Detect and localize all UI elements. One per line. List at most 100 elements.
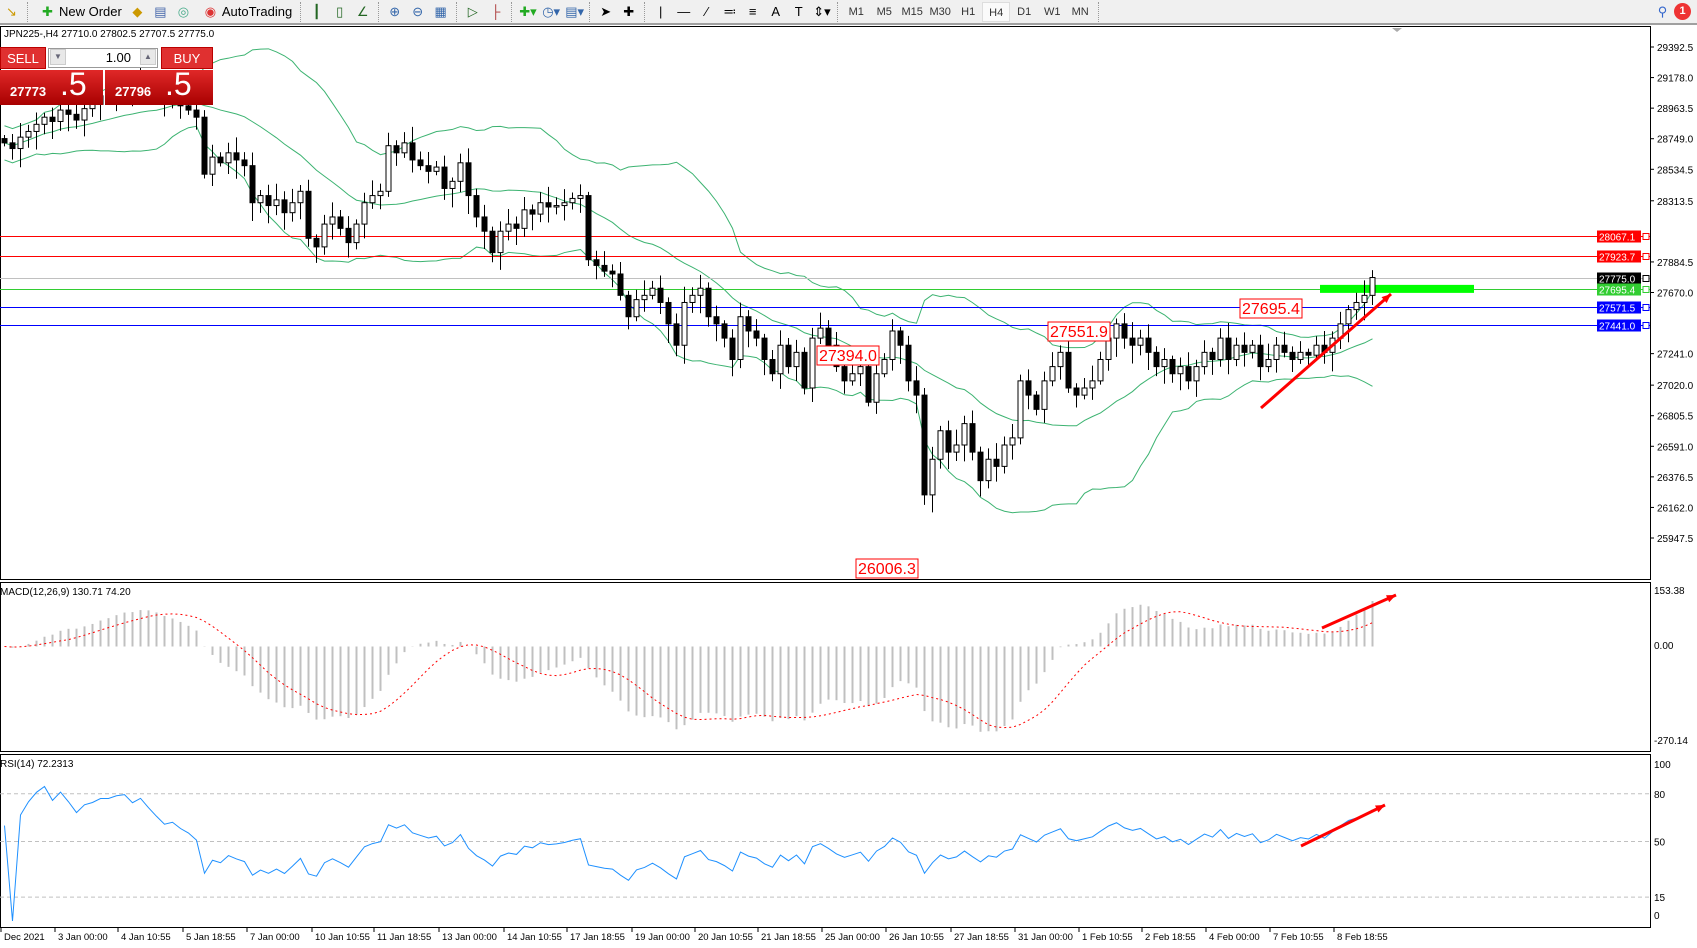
timeframe-h4[interactable]: H4 (982, 1, 1011, 22)
bearish-candle (1153, 351, 1160, 368)
bullish-candle (929, 458, 936, 496)
sell-price: 27773 (10, 84, 47, 99)
horizontal-line-icon[interactable]: — (677, 4, 691, 19)
bullish-candle (1089, 380, 1096, 389)
price-level-tag (1597, 319, 1641, 332)
buy-button[interactable]: BUY (161, 47, 213, 69)
price-tick-label: 27670.0 (1657, 289, 1694, 300)
bullish-candle (1273, 344, 1280, 360)
bullish-candle (809, 337, 816, 389)
bearish-candle (281, 199, 288, 214)
bullish-candle (385, 145, 392, 192)
bullish-candle (497, 230, 504, 254)
bullish-candle (89, 103, 96, 110)
tile-icon[interactable]: ▦ (434, 4, 447, 19)
price-level-tag (1597, 250, 1641, 263)
bullish-candle (577, 195, 584, 199)
bullish-candle (1001, 444, 1008, 467)
bearish-candle (529, 209, 536, 215)
bearish-candle (201, 116, 208, 175)
zoom-out-icon[interactable]: ⊖ (412, 4, 424, 19)
bearish-candle (481, 216, 488, 232)
macd-label: MACD(12,26,9) 130.71 74.20 (0, 587, 131, 598)
bearish-candle (665, 301, 672, 325)
fibonacci-icon[interactable]: ≡ (748, 4, 757, 19)
new-order-button[interactable]: ✚ New Order (32, 1, 126, 23)
cursor-icon[interactable]: ➤ (600, 4, 612, 19)
bearish-candle (1257, 344, 1264, 368)
periods-icon[interactable]: ◷▾ (542, 4, 561, 19)
bearish-candle (729, 337, 736, 360)
time-label: 31 Jan 00:00 (1018, 932, 1073, 943)
buy-price-box[interactable]: 27796 .5 (105, 66, 213, 105)
lot-increase-button[interactable]: ▲ (140, 49, 156, 65)
bearish-candle (1305, 351, 1312, 356)
expert-icon[interactable]: ◆ (132, 4, 143, 19)
search-icon[interactable]: ⚲ (1657, 4, 1668, 19)
signals-icon[interactable]: ◎ (177, 4, 190, 19)
menu-arrow-icon[interactable]: ↘ (6, 4, 17, 19)
timeframe-m1[interactable]: M1 (848, 5, 864, 18)
time-label: 11 Jan 18:55 (377, 932, 431, 943)
bullish-candle (1017, 380, 1024, 439)
timeframe-mn[interactable]: MN (1071, 5, 1089, 18)
bearish-candle (513, 223, 520, 229)
separator (27, 1, 28, 22)
templates-icon[interactable]: ▤▾ (565, 4, 585, 19)
line-chart-icon[interactable]: ∠ (356, 4, 369, 19)
bearish-candle (1209, 351, 1216, 360)
bearish-candle (465, 162, 472, 197)
notification-badge[interactable]: 1 (1674, 3, 1691, 20)
price-annotation: 26006.3 (858, 561, 916, 578)
timeframe-m30[interactable]: M30 (929, 5, 951, 18)
bullish-candle (697, 287, 704, 296)
bullish-candle (1081, 387, 1088, 396)
bullish-candle (1297, 351, 1304, 360)
lot-size-input[interactable]: 1.00 (48, 48, 158, 68)
timeframe-m15[interactable]: M15 (901, 5, 923, 18)
candlestick-icon[interactable]: ▯ (336, 4, 344, 19)
bullish-candle (953, 444, 960, 453)
bearish-candle (921, 394, 928, 496)
one-click-trading-panel: SELL 1.00 ▼ ▲ BUY 27773 .5 27796 .5 (0, 47, 213, 105)
autotrading-button[interactable]: ◉ AutoTrading (195, 1, 296, 23)
price-tick-label: 27884.5 (1657, 258, 1694, 269)
market-watch-icon[interactable]: ▤ (154, 4, 167, 19)
arrows-icon[interactable]: ⇕▾ (813, 4, 831, 19)
bearish-candle (841, 366, 848, 382)
level-handle (1642, 322, 1650, 329)
chart-shift-icon[interactable]: ├ (491, 4, 501, 19)
sell-button[interactable]: SELL (0, 47, 46, 69)
bullish-candle (1233, 344, 1240, 360)
bar-chart-icon[interactable]: ┃ (312, 4, 321, 19)
bullish-candle (33, 123, 40, 132)
timeframe-m5[interactable]: M5 (876, 5, 892, 18)
autoscroll-icon[interactable]: ▷ (467, 4, 478, 19)
text-label-icon[interactable]: T (794, 4, 803, 19)
sell-price-box[interactable]: 27773 .5 (0, 66, 103, 105)
vertical-line-icon[interactable]: | (659, 4, 663, 19)
lot-decrease-button[interactable]: ▼ (50, 49, 66, 65)
channel-icon[interactable]: ≕ (723, 4, 737, 19)
crosshair-icon[interactable]: ✚ (623, 4, 635, 19)
bearish-candle (625, 294, 632, 318)
price-annotation: 27394.0 (819, 348, 877, 365)
timeframe-d1[interactable]: D1 (1017, 5, 1032, 18)
bearish-candle (241, 159, 248, 167)
bullish-candle (849, 373, 856, 382)
trendline-icon[interactable]: ∕ (705, 4, 708, 19)
text-icon[interactable]: A (771, 4, 781, 19)
bullish-candle (17, 136, 24, 150)
bullish-candle (569, 197, 576, 204)
rsi-label: RSI(14) 72.2313 (0, 759, 74, 770)
bullish-candle (353, 223, 360, 244)
timeframe-h1[interactable]: H1 (961, 5, 976, 18)
zoom-in-icon[interactable]: ⊕ (389, 4, 401, 19)
time-label: 26 Jan 10:55 (889, 932, 944, 943)
rsi-line (4, 785, 1373, 922)
indicators-icon[interactable]: ✚▾ (519, 4, 537, 19)
time-label: 1 Feb 10:55 (1082, 932, 1133, 943)
bearish-candle (393, 145, 400, 154)
timeframe-w1[interactable]: W1 (1043, 5, 1061, 18)
